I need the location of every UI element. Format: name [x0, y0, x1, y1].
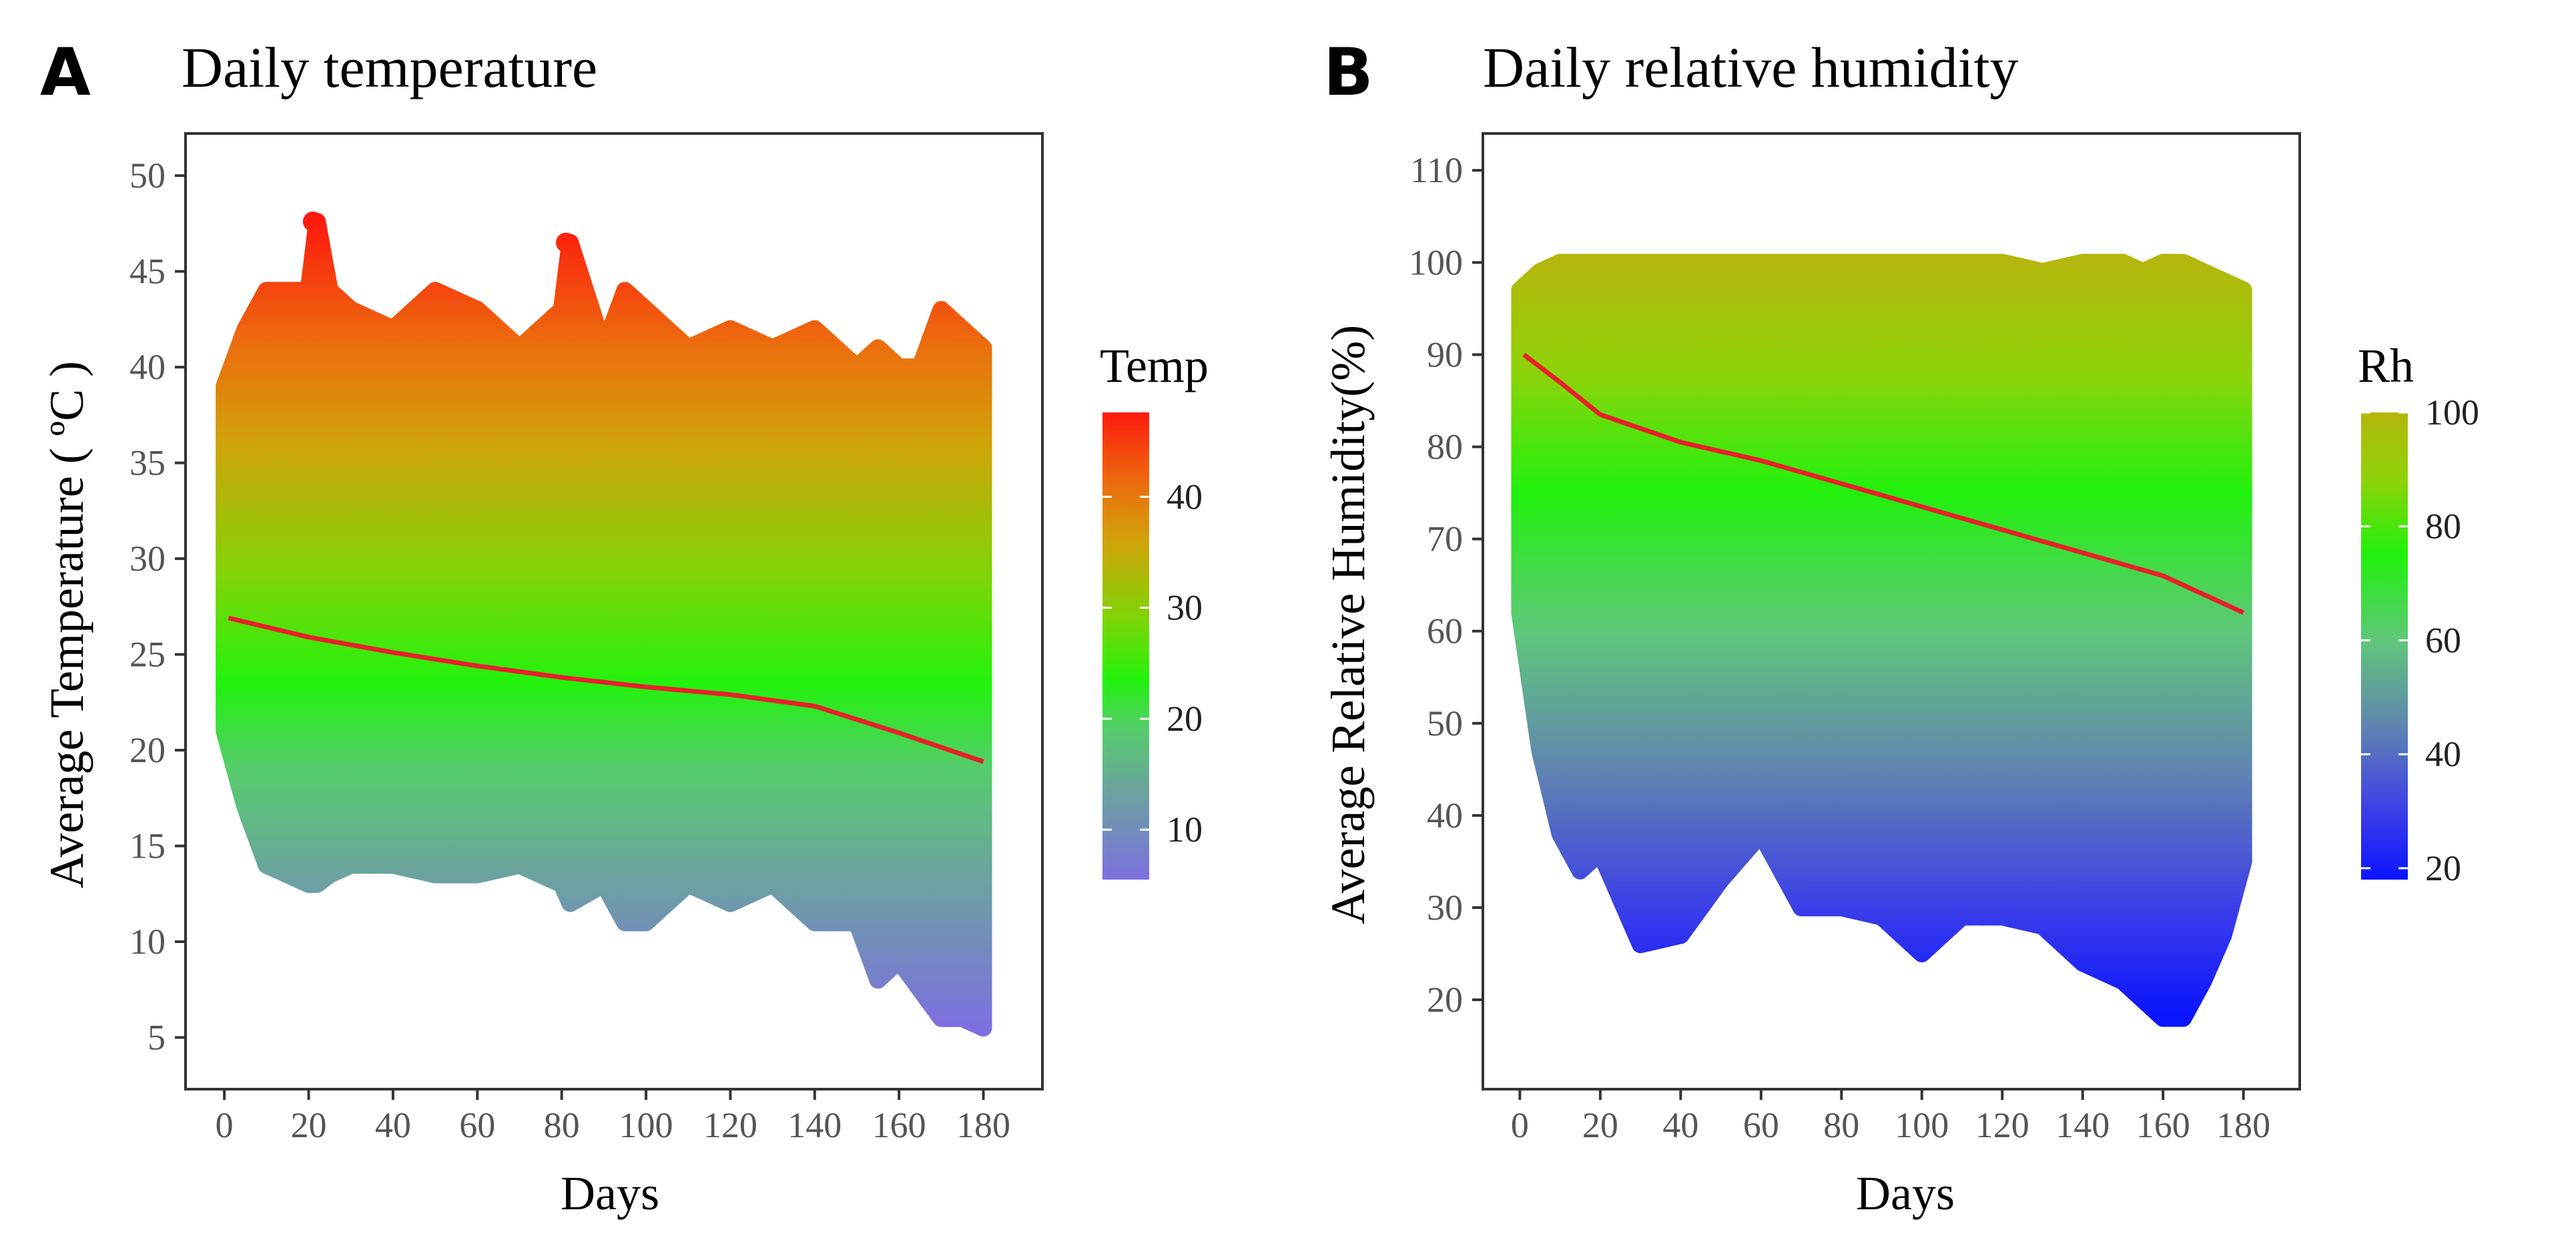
y-tick-label: 100	[1409, 242, 1463, 282]
y-tick-label: 90	[1427, 334, 1463, 374]
x-axis-title: Days	[1856, 1167, 1955, 1220]
plot-border	[184, 132, 1044, 1091]
y-tick-label: 5	[147, 1018, 166, 1058]
y-tick-label: 70	[1427, 519, 1463, 559]
panel-b: B Daily relative humidity 0 20 40 60 80 100 12…	[1321, 35, 2479, 1220]
legend-tick-label: 30	[1167, 588, 1203, 628]
outlier-point	[302, 212, 323, 232]
x-tick-label: 40	[375, 1105, 411, 1145]
x-axis-title: Days	[561, 1167, 659, 1220]
x-tick-label: 80	[544, 1105, 580, 1145]
x-tick-label: 20	[291, 1105, 327, 1145]
x-tick-label: 160	[872, 1105, 926, 1145]
trend-line	[228, 615, 984, 764]
legend-tick-label: 20	[1167, 699, 1203, 739]
y-tick-label: 30	[1427, 888, 1463, 928]
plot-border	[1482, 132, 2301, 1091]
y-tick-label: 50	[1427, 703, 1463, 743]
x-tick-label: 40	[1662, 1105, 1698, 1145]
panel-a: A Daily temperature 0 20 40 60 80 100 120 140 16…	[40, 35, 1209, 1220]
legend-title: Rh	[2358, 339, 2414, 392]
x-tick-label: 120	[1975, 1105, 2029, 1145]
x-tick-label: 80	[1823, 1105, 1859, 1145]
x-tick-label: 140	[787, 1105, 842, 1145]
y-tick-label: 45	[129, 252, 166, 292]
chart-title: Daily temperature	[182, 35, 597, 99]
y-tick-label: 15	[129, 826, 166, 866]
legend-tick-label: 40	[1167, 477, 1203, 517]
y-tick-label: 35	[129, 443, 166, 483]
panel-letter: A	[40, 35, 91, 111]
x-tick-label: 100	[1895, 1105, 1949, 1145]
chart-title: Daily relative humidity	[1483, 35, 2018, 99]
x-tick-label: 140	[2055, 1105, 2110, 1145]
x-tick-label: 0	[216, 1105, 234, 1145]
trend-line	[1522, 352, 2245, 615]
x-tick-label: 0	[1511, 1105, 1529, 1145]
x-tick-label: 100	[619, 1105, 673, 1145]
legend-colorbar	[1102, 412, 1149, 880]
legend-tick-label: 40	[2425, 734, 2461, 774]
y-tick-label: 10	[129, 922, 166, 962]
x-tick-label: 120	[703, 1105, 757, 1145]
y-tick-label: 110	[1410, 150, 1463, 190]
x-tick-label: 160	[2136, 1105, 2190, 1145]
color-legend: 20 40 60 80 100	[2361, 392, 2479, 888]
y-tick-label: 50	[129, 156, 166, 196]
y-tick-label: 80	[1427, 427, 1463, 467]
legend-tick-label: 10	[1167, 810, 1203, 850]
legend-tick-label: 100	[2425, 392, 2479, 432]
y-tick-label: 20	[129, 730, 166, 770]
y-tick-label: 40	[129, 347, 166, 387]
legend-colorbar	[2361, 412, 2408, 880]
plot-area: 0 20 40 60 80 100 120 140 160 180 20 30 40 50 60 70 80 90…	[1409, 132, 2301, 1145]
x-tick-label: 180	[2216, 1105, 2270, 1145]
y-tick-label: 40	[1427, 796, 1463, 836]
y-tick-label: 25	[129, 635, 166, 675]
x-tick-label: 60	[459, 1105, 495, 1145]
color-legend: 10 20 30 40	[1102, 412, 1203, 880]
y-axis-title: Average Relative Humidity(%)	[1321, 325, 1375, 924]
point-columns	[219, 224, 989, 1035]
y-tick-label: 60	[1427, 611, 1463, 651]
y-tick-label: 30	[129, 539, 166, 579]
point-columns	[1514, 254, 2249, 1027]
x-tick-label: 60	[1743, 1105, 1779, 1145]
legend-title: Temp	[1100, 339, 1209, 392]
panel-letter: B	[1323, 35, 1373, 111]
y-axis-title: Average Temperature ( ºC )	[40, 361, 93, 888]
x-tick-label: 20	[1582, 1105, 1618, 1145]
legend-tick-label: 80	[2425, 507, 2461, 547]
legend-tick-label: 60	[2425, 620, 2461, 660]
x-tick-label: 180	[956, 1105, 1010, 1145]
y-tick-label: 20	[1427, 980, 1463, 1020]
outlier-point	[555, 232, 576, 253]
legend-tick-label: 20	[2425, 848, 2461, 888]
plot-area: 0 20 40 60 80 100 120 140 160 180 5 10 15 20 25 30 35 40 4…	[129, 132, 1044, 1145]
